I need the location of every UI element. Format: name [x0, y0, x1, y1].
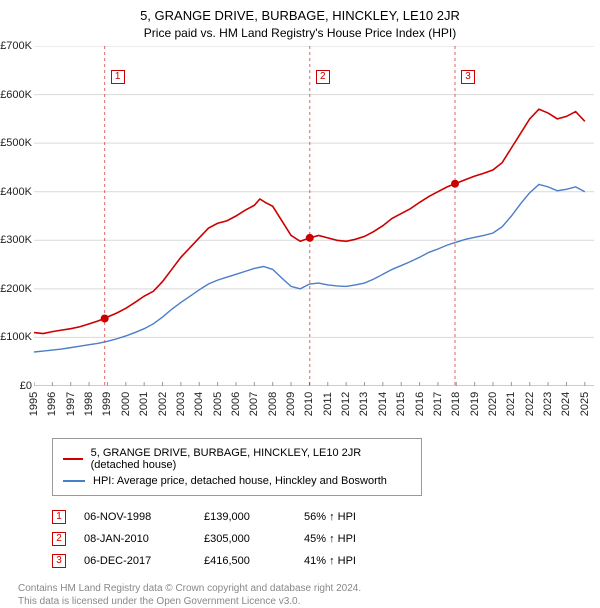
footnote: Contains HM Land Registry data © Crown c… [18, 582, 600, 608]
x-axis-label: 1999 [101, 392, 113, 416]
sale-row-date: 06-DEC-2017 [84, 555, 204, 567]
x-axis-label: 2017 [432, 392, 444, 416]
y-axis-label: £300K [0, 234, 32, 246]
sales-table: 1 06-NOV-1998£139,00056% ↑ HPI 2 08-JAN-201… [52, 506, 600, 572]
x-axis-label: 1997 [65, 392, 77, 416]
x-axis-label: 2000 [120, 392, 132, 416]
x-axis-label: 2011 [322, 392, 334, 416]
x-axis-label: 2024 [560, 392, 572, 416]
chart-subtitle: Price paid vs. HM Land Registry's House … [0, 23, 600, 46]
sale-row-date: 08-JAN-2010 [84, 533, 204, 545]
y-axis-label: £0 [20, 380, 32, 392]
x-axis-label: 2021 [505, 392, 517, 416]
sale-row-price: £416,500 [204, 555, 304, 567]
x-axis-label: 1996 [46, 392, 58, 416]
sale-marker-1: 1 [111, 70, 125, 84]
x-axis-label: 2005 [212, 392, 224, 416]
x-axis-label: 2010 [303, 392, 315, 416]
chart-container: 5, GRANGE DRIVE, BURBAGE, HINCKLEY, LE10… [0, 0, 600, 590]
x-axis-label: 2004 [193, 392, 205, 416]
x-axis-label: 2025 [579, 392, 591, 416]
sale-marker-2: 2 [316, 70, 330, 84]
y-axis-label: £200K [0, 283, 32, 295]
x-axis-label: 1998 [83, 392, 95, 416]
x-axis-label: 2013 [358, 392, 370, 416]
chart-svg [34, 46, 594, 386]
sale-row: 1 06-NOV-1998£139,00056% ↑ HPI [52, 506, 600, 528]
sale-row-pct: 41% ↑ HPI [304, 555, 404, 567]
x-axis-label: 2009 [285, 392, 297, 416]
legend-label: 5, GRANGE DRIVE, BURBAGE, HINCKLEY, LE10… [91, 447, 411, 471]
x-axis-label: 2015 [395, 392, 407, 416]
x-axis-label: 2006 [230, 392, 242, 416]
chart-plot-area: £0£100K£200K£300K£400K£500K£600K£700K199… [34, 46, 594, 386]
sale-row-marker: 3 [52, 554, 66, 568]
legend-item: HPI: Average price, detached house, Hinc… [63, 473, 411, 489]
sale-row-price: £139,000 [204, 511, 304, 523]
sale-row-price: £305,000 [204, 533, 304, 545]
x-axis-label: 2003 [175, 392, 187, 416]
x-axis-label: 2014 [377, 392, 389, 416]
x-axis-label: 2008 [267, 392, 279, 416]
x-axis-label: 2012 [340, 392, 352, 416]
x-axis-label: 2018 [450, 392, 462, 416]
y-axis-label: £100K [0, 331, 32, 343]
x-axis-label: 2001 [138, 392, 150, 416]
legend-swatch [63, 480, 85, 482]
x-axis-label: 2022 [524, 392, 536, 416]
sale-row: 2 08-JAN-2010£305,00045% ↑ HPI [52, 528, 600, 550]
sale-row: 3 06-DEC-2017£416,50041% ↑ HPI [52, 550, 600, 572]
x-axis-label: 2020 [487, 392, 499, 416]
x-axis-label: 2016 [414, 392, 426, 416]
x-axis-label: 2002 [157, 392, 169, 416]
sale-row-pct: 56% ↑ HPI [304, 511, 404, 523]
y-axis-label: £700K [0, 40, 32, 52]
legend-label: HPI: Average price, detached house, Hinc… [93, 475, 387, 487]
legend-swatch [63, 458, 83, 460]
legend-item: 5, GRANGE DRIVE, BURBAGE, HINCKLEY, LE10… [63, 445, 411, 473]
sale-row-marker: 2 [52, 532, 66, 546]
x-axis-label: 2019 [469, 392, 481, 416]
y-axis-label: £400K [0, 186, 32, 198]
footnote-line-2: This data is licensed under the Open Gov… [18, 595, 600, 608]
chart-title: 5, GRANGE DRIVE, BURBAGE, HINCKLEY, LE10… [0, 0, 600, 23]
footnote-line-1: Contains HM Land Registry data © Crown c… [18, 582, 600, 595]
sale-marker-3: 3 [461, 70, 475, 84]
x-axis-label: 2023 [542, 392, 554, 416]
y-axis-label: £600K [0, 89, 32, 101]
x-axis-label: 2007 [248, 392, 260, 416]
x-axis-label: 1995 [28, 392, 40, 416]
sale-row-marker: 1 [52, 510, 66, 524]
legend: 5, GRANGE DRIVE, BURBAGE, HINCKLEY, LE10… [52, 438, 422, 496]
sale-row-date: 06-NOV-1998 [84, 511, 204, 523]
y-axis-label: £500K [0, 137, 32, 149]
sale-row-pct: 45% ↑ HPI [304, 533, 404, 545]
